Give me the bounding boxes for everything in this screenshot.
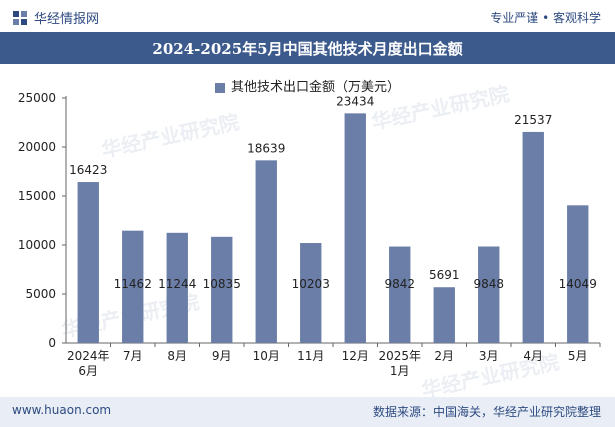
bar: [122, 230, 144, 343]
footer-url[interactable]: www.huaon.com: [12, 403, 112, 417]
x-tick-label: 2025年: [378, 349, 421, 363]
bar: [567, 205, 589, 343]
x-tick-label: 4月: [523, 349, 543, 363]
y-tick-label: 10000: [18, 238, 56, 252]
bar: [255, 160, 277, 343]
x-tick-label: 12月: [342, 349, 369, 363]
data-label: 21537: [514, 113, 552, 127]
y-tick-label: 25000: [18, 91, 56, 105]
x-tick-label: 7月: [123, 349, 143, 363]
bar: [478, 246, 500, 343]
legend-swatch: [214, 82, 225, 93]
x-tick-label: 9月: [212, 349, 232, 363]
bar: [300, 243, 322, 343]
x-tick-label: 11月: [297, 349, 324, 363]
x-tick-label: 2月: [434, 349, 454, 363]
y-tick-label: 5000: [25, 287, 56, 301]
data-label: 23434: [336, 94, 374, 108]
bar: [77, 182, 99, 343]
bar: [433, 287, 455, 343]
data-label: 10835: [203, 277, 241, 291]
data-source: 数据来源：中国海关，华经产业研究院整理: [372, 405, 601, 419]
data-label: 10203: [292, 277, 330, 291]
x-tick-label: 10月: [253, 349, 280, 363]
chart-title: 2024-2025年5月中国其他技术月度出口金额: [0, 32, 615, 64]
bar: [344, 113, 366, 343]
data-label: 11244: [158, 277, 196, 291]
huajing-logo-icon: [13, 10, 27, 25]
y-tick-label: 15000: [18, 189, 56, 203]
data-label: 14049: [559, 277, 597, 291]
bar: [522, 131, 544, 343]
top-bar: 华经情报网 专业严谨 • 客观科学: [0, 0, 615, 32]
brand[interactable]: 华经情报网: [12, 8, 99, 27]
x-tick-label: 6月: [78, 364, 98, 378]
data-label: 9842: [384, 277, 415, 291]
data-label: 18639: [247, 141, 285, 155]
tagline: 专业严谨 • 客观科学: [490, 11, 601, 25]
brand-name: 华经情报网: [34, 12, 100, 27]
y-tick-label: 0: [48, 336, 56, 350]
x-tick-label: 1月: [390, 364, 410, 378]
bar: [211, 236, 233, 343]
data-label: 11462: [114, 277, 152, 291]
data-label: 9848: [473, 277, 504, 291]
x-tick-label: 5月: [568, 349, 588, 363]
footer: www.huaon.com 数据来源：中国海关，华经产业研究院整理: [0, 397, 615, 427]
bar: [389, 246, 411, 343]
legend: 其他技术出口金额（万美元）: [0, 76, 615, 95]
x-tick-label: 8月: [167, 349, 187, 363]
data-label: 16423: [69, 163, 107, 177]
y-tick-label: 20000: [18, 140, 56, 154]
legend-label: 其他技术出口金额（万美元）: [230, 80, 400, 95]
bar: [166, 232, 188, 343]
data-label: 5691: [429, 268, 460, 282]
x-tick-label: 3月: [479, 349, 499, 363]
x-tick-label: 2024年: [67, 349, 110, 363]
